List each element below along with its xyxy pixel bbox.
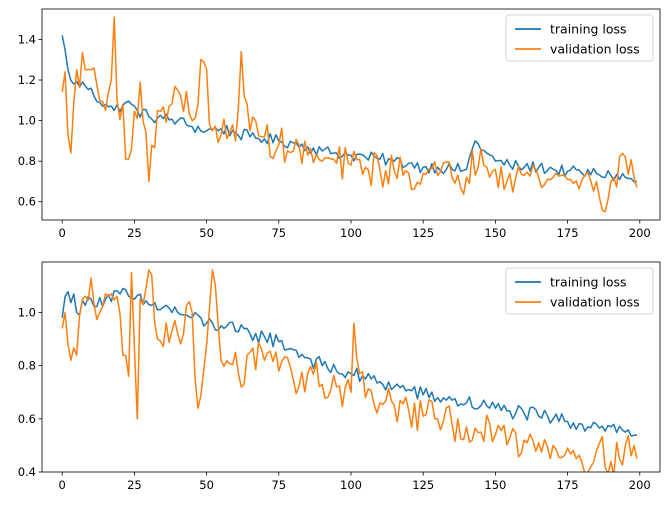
y-tick-label: 0.6 bbox=[18, 195, 36, 209]
x-tick-label: 100 bbox=[340, 478, 362, 492]
x-tick-label: 75 bbox=[271, 226, 286, 240]
x-tick-label: 150 bbox=[484, 226, 506, 240]
y-tick-label: 0.8 bbox=[18, 359, 36, 373]
x-tick-label: 200 bbox=[629, 478, 651, 492]
series-line-training-loss bbox=[61, 287, 638, 437]
legend-label: validation loss bbox=[550, 42, 640, 57]
series-line-training-loss bbox=[61, 35, 637, 183]
chart-panel-1: 0 25 50 75 100 125 150 175 200 0.6 0.8 1.0 1.2 1.4 tra… bbox=[18, 8, 661, 240]
legend-label: validation loss bbox=[550, 295, 640, 310]
x-tick-label: 0 bbox=[59, 478, 66, 492]
y-tick-label: 1.0 bbox=[18, 306, 36, 320]
x-tick-label: 200 bbox=[629, 226, 651, 240]
legend: training loss validation loss bbox=[505, 267, 654, 315]
x-tick-label: 0 bbox=[59, 226, 66, 240]
y-tick-label: 1.2 bbox=[18, 73, 36, 87]
x-tick-label: 75 bbox=[271, 478, 286, 492]
y-tick-label: 1.0 bbox=[18, 114, 36, 128]
x-tick-label: 175 bbox=[557, 478, 579, 492]
legend-box bbox=[505, 14, 654, 62]
x-tick-label: 125 bbox=[412, 478, 434, 492]
x-tick-label: 50 bbox=[199, 226, 214, 240]
x-tick-label: 100 bbox=[340, 226, 362, 240]
x-tick-label: 50 bbox=[199, 478, 214, 492]
chart-panel-2: 0 25 50 75 100 125 150 175 200 0.4 0.6 0.8 1.0 traini… bbox=[18, 261, 661, 492]
x-tick-label: 25 bbox=[127, 226, 142, 240]
x-tick-label: 25 bbox=[127, 478, 142, 492]
series-line-validation-loss bbox=[61, 269, 638, 472]
legend-label: training loss bbox=[550, 275, 627, 290]
series-line-validation-loss bbox=[61, 16, 638, 213]
legend: training loss validation loss bbox=[505, 14, 654, 62]
x-tick-label: 175 bbox=[557, 226, 579, 240]
legend-label: training loss bbox=[550, 22, 627, 37]
legend-box bbox=[505, 267, 654, 315]
y-tick-label: 0.8 bbox=[18, 154, 36, 168]
y-tick-label: 1.4 bbox=[18, 32, 36, 46]
y-tick-label: 0.4 bbox=[18, 465, 36, 479]
x-tick-label: 150 bbox=[484, 478, 506, 492]
y-tick-label: 0.6 bbox=[18, 412, 36, 426]
x-tick-label: 125 bbox=[412, 226, 434, 240]
